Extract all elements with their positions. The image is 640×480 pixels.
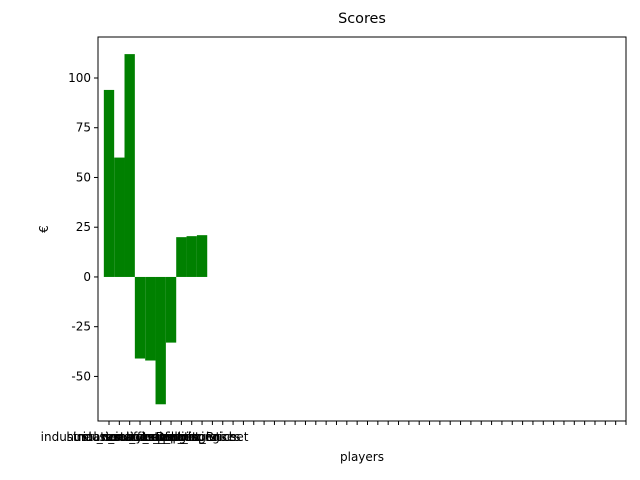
y-axis-label: €: [37, 225, 51, 233]
x-tick-label: Dupont_Brichet: [156, 430, 249, 444]
x-tick-label: office_furniture: [126, 430, 217, 444]
y-tick-label: -50: [71, 369, 91, 383]
plot-frame: [97, 36, 627, 422]
bar: [114, 157, 125, 277]
y-tick-label: 25: [76, 220, 91, 234]
x-tick-label: industrial_cleaning: [73, 430, 186, 444]
bar: [186, 236, 197, 277]
x-tick-label: human_resources: [66, 430, 172, 444]
bar: [165, 276, 177, 343]
x-tick-label: transport_logistics: [126, 430, 236, 444]
bar: [134, 276, 146, 359]
x-tick-label: stationery_supplies: [82, 430, 198, 444]
x-axis-label: players: [340, 450, 384, 464]
chart-title: Scores: [338, 11, 386, 27]
y-tick-label: 75: [76, 121, 91, 135]
x-tick-label: restaurant_catering: [102, 430, 220, 444]
bar: [196, 235, 208, 277]
bar: [176, 237, 187, 277]
x-tick-label: travel_expenses: [143, 430, 241, 444]
y-tick-label: 100: [68, 71, 91, 85]
y-tick-label: 0: [83, 270, 91, 284]
bar: [124, 54, 135, 277]
x-tick-label: industrial_construction: [41, 430, 178, 444]
bar: [155, 276, 166, 405]
y-tick-label: 50: [76, 170, 91, 184]
bar: [145, 276, 156, 361]
bar: [103, 89, 115, 277]
x-tick-label: services_admin: [104, 430, 197, 444]
y-tick-label: -25: [71, 320, 91, 334]
